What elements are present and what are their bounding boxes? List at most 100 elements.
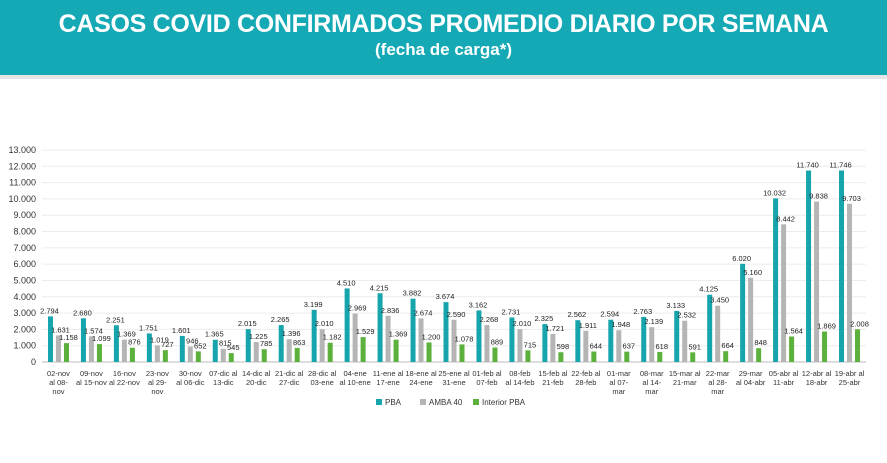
data-label: 1.225 xyxy=(249,332,268,341)
data-label: 2.731 xyxy=(502,307,521,316)
x-tick-label: al 22-nov xyxy=(109,378,140,387)
x-tick-label: 03-ene xyxy=(310,378,333,387)
data-label: 10.032 xyxy=(763,188,786,197)
data-label: 863 xyxy=(293,338,306,347)
bar-pba xyxy=(212,339,218,362)
x-tick-label: 08-mar xyxy=(640,369,664,378)
x-tick-label: mar xyxy=(711,387,724,396)
data-label: 1.099 xyxy=(92,334,111,343)
data-label: 11.746 xyxy=(829,160,851,169)
bar-amba-40 xyxy=(253,342,259,362)
data-label: 1.911 xyxy=(579,321,597,330)
bar-pba xyxy=(443,302,449,362)
bar-amba-40 xyxy=(649,327,655,362)
bar-interior-pba xyxy=(624,351,630,362)
data-label: 664 xyxy=(721,341,734,350)
x-tick-label: al 04-abr xyxy=(736,378,766,387)
x-tick-label: 02-nov xyxy=(47,369,70,378)
data-label: 2.794 xyxy=(40,306,59,315)
x-tick-label: 14-dic al xyxy=(242,369,271,378)
bar-amba-40 xyxy=(781,224,787,362)
x-tick-label: nov xyxy=(52,387,64,396)
data-label: 1.078 xyxy=(455,334,474,343)
x-tick-label: al 28- xyxy=(708,378,727,387)
data-label: 815 xyxy=(219,339,232,348)
bar-pba xyxy=(806,170,812,362)
bar-amba-40 xyxy=(451,319,457,362)
data-label: 3.450 xyxy=(710,296,729,305)
bar-interior-pba xyxy=(459,344,465,362)
bar-pba xyxy=(278,325,284,362)
y-tick-label: 5.000 xyxy=(13,275,36,285)
x-tick-label: 13-dic xyxy=(213,378,234,387)
data-label: 1.869 xyxy=(817,322,836,331)
bar-interior-pba xyxy=(63,343,69,362)
bar-pba xyxy=(641,316,647,362)
bar-amba-40 xyxy=(418,318,424,362)
x-tick-label: 25-ene al xyxy=(438,369,470,378)
bar-interior-pba xyxy=(789,336,795,362)
x-tick-label: 29-mar xyxy=(739,369,763,378)
bar-pba xyxy=(179,335,185,362)
x-tick-label: 19-abr al xyxy=(835,369,865,378)
legend-swatch xyxy=(473,399,479,405)
bar-amba-40 xyxy=(121,339,127,362)
y-tick-label: 4.000 xyxy=(13,292,36,302)
x-tick-label: 07-dic al xyxy=(209,369,238,378)
data-label: 5.160 xyxy=(743,268,762,277)
data-label: 1.601 xyxy=(172,326,191,335)
bar-pba xyxy=(575,320,581,362)
data-label: 3.882 xyxy=(403,289,422,298)
data-label: 652 xyxy=(194,341,207,350)
y-tick-label: 12.000 xyxy=(8,161,36,171)
bar-amba-40 xyxy=(220,348,226,362)
data-label: 2.015 xyxy=(238,319,257,328)
x-tick-label: 27-dic xyxy=(279,378,300,387)
bar-pba xyxy=(707,294,713,362)
bar-interior-pba xyxy=(228,353,234,362)
data-label: 618 xyxy=(656,342,669,351)
x-tick-label: al 15-nov xyxy=(76,378,107,387)
bar-amba-40 xyxy=(748,277,754,362)
y-tick-label: 0 xyxy=(31,357,36,367)
data-label: 9.838 xyxy=(809,192,828,201)
bar-pba xyxy=(245,329,251,362)
x-tick-label: 17-ene xyxy=(376,378,399,387)
y-tick-label: 7.000 xyxy=(13,243,36,253)
x-tick-label: 31-ene xyxy=(442,378,465,387)
y-tick-label: 1.000 xyxy=(13,341,36,351)
data-label: 848 xyxy=(754,338,767,347)
data-label: 2.251 xyxy=(106,315,125,324)
x-tick-label: 12-abr al xyxy=(802,369,832,378)
bar-interior-pba xyxy=(261,349,267,362)
bar-interior-pba xyxy=(393,339,399,362)
data-label: 2.590 xyxy=(447,310,466,319)
data-label: 876 xyxy=(128,338,141,347)
data-label: 1.751 xyxy=(139,323,158,332)
data-label: 4.510 xyxy=(337,278,356,287)
data-label: 2.139 xyxy=(644,317,663,326)
data-label: 4.125 xyxy=(699,285,718,294)
data-label: 1.574 xyxy=(84,326,103,335)
bar-pba xyxy=(773,198,779,362)
header-divider xyxy=(0,75,887,79)
x-tick-label: 01-mar xyxy=(607,369,631,378)
data-label: 1.369 xyxy=(117,330,136,339)
title-banner: CASOS COVID CONFIRMADOS PROMEDIO DIARIO … xyxy=(0,0,887,75)
bar-interior-pba xyxy=(723,351,729,362)
bar-interior-pba xyxy=(162,350,168,362)
bar-amba-40 xyxy=(352,313,358,362)
data-label: 2.836 xyxy=(381,306,400,315)
y-tick-label: 10.000 xyxy=(8,194,36,204)
data-label: 545 xyxy=(227,343,240,352)
bar-amba-40 xyxy=(814,201,820,362)
data-label: 2.562 xyxy=(567,310,586,319)
data-label: 1.365 xyxy=(205,330,224,339)
x-tick-label: 11-ene al xyxy=(373,369,404,378)
bar-amba-40 xyxy=(583,330,589,362)
x-tick-label: 16-nov xyxy=(113,369,136,378)
x-tick-label: al 14-feb xyxy=(505,378,534,387)
bar-interior-pba xyxy=(822,331,828,362)
